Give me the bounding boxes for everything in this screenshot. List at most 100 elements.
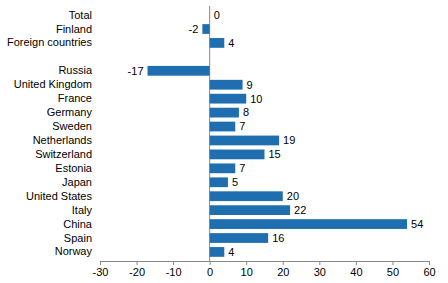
x-axis: -30 -20 -10 0 10 20 30 40 50 60 bbox=[93, 261, 436, 278]
bar bbox=[210, 38, 225, 48]
x-tick-label: 60 bbox=[423, 266, 435, 278]
x-tick: 20 bbox=[277, 261, 289, 278]
x-tick: -30 bbox=[93, 261, 109, 278]
y-tick: United States bbox=[26, 190, 93, 202]
data-label: 54 bbox=[411, 218, 423, 230]
data-label: 7 bbox=[239, 120, 245, 132]
category-label: Spain bbox=[64, 232, 92, 244]
x-tick-mark bbox=[429, 261, 430, 265]
y-tick: France bbox=[58, 92, 92, 104]
data-label: 0 bbox=[214, 9, 220, 21]
y-tick: Spain bbox=[64, 232, 92, 244]
data-label: -2 bbox=[189, 23, 199, 35]
bar bbox=[210, 80, 243, 90]
bar bbox=[210, 205, 290, 215]
x-tick-label: -10 bbox=[166, 266, 182, 278]
category-label: Italy bbox=[72, 204, 93, 216]
x-tick: -10 bbox=[166, 261, 182, 278]
x-tick-label: 10 bbox=[241, 266, 253, 278]
category-label: Estonia bbox=[55, 162, 93, 174]
x-tick-mark bbox=[356, 261, 357, 265]
bar bbox=[148, 66, 210, 76]
category-label: Netherlands bbox=[33, 134, 93, 146]
bar bbox=[210, 136, 279, 146]
x-tick-label: 0 bbox=[207, 266, 213, 278]
data-label: 20 bbox=[287, 190, 299, 202]
chart: -30-20-100102030405060TotalFinlandForeig… bbox=[0, 0, 448, 283]
category-label: Japan bbox=[62, 176, 92, 188]
y-tick: Estonia bbox=[55, 162, 93, 174]
x-tick-mark bbox=[392, 261, 393, 265]
data-label: 10 bbox=[250, 93, 262, 105]
y-tick: Netherlands bbox=[33, 134, 93, 146]
category-label: Total bbox=[69, 9, 92, 21]
y-tick: Foreign countries bbox=[7, 36, 92, 48]
bar bbox=[210, 94, 247, 104]
plot: -30-20-100102030405060TotalFinlandForeig… bbox=[7, 6, 436, 278]
x-tick-label: 40 bbox=[350, 266, 362, 278]
x-tick-mark bbox=[246, 261, 247, 265]
x-tick-mark bbox=[319, 261, 320, 265]
x-tick-label: 50 bbox=[387, 266, 399, 278]
data-label: 4 bbox=[228, 37, 234, 49]
data-label: 4 bbox=[228, 246, 234, 258]
y-tick: Sweden bbox=[52, 120, 92, 132]
y-axis: Total FinlandForeign countries Russia Unite… bbox=[7, 9, 93, 258]
bar bbox=[210, 219, 407, 229]
x-tick: 30 bbox=[314, 261, 326, 278]
data-label: 15 bbox=[269, 148, 281, 160]
bars bbox=[148, 24, 408, 257]
category-label: United Kingdom bbox=[14, 78, 92, 90]
bar bbox=[210, 108, 239, 118]
x-tick-mark bbox=[173, 261, 174, 265]
y-tick: Italy bbox=[72, 204, 93, 216]
x-tick: 50 bbox=[387, 261, 399, 278]
x-axis-line bbox=[101, 262, 430, 266]
y-tick: China bbox=[63, 218, 93, 230]
data-label: 16 bbox=[272, 232, 284, 244]
bar bbox=[210, 233, 268, 243]
bar bbox=[210, 163, 236, 173]
category-label: Russia bbox=[58, 64, 93, 76]
data-label: 5 bbox=[232, 176, 238, 188]
x-tick-mark bbox=[210, 261, 211, 265]
bar bbox=[210, 122, 236, 132]
x-tick-label: -30 bbox=[93, 266, 109, 278]
y-tick: Total bbox=[69, 9, 92, 21]
bar bbox=[210, 191, 283, 201]
y-tick: Switzerland bbox=[35, 148, 92, 160]
x-tick: 60 bbox=[423, 261, 435, 278]
bar bbox=[209, 10, 210, 20]
x-tick-label: -20 bbox=[129, 266, 145, 278]
x-tick: 40 bbox=[350, 261, 362, 278]
category-label: United States bbox=[26, 190, 93, 202]
x-tick-label: 30 bbox=[314, 266, 326, 278]
category-label: France bbox=[58, 92, 92, 104]
category-label: Finland bbox=[56, 23, 92, 35]
x-tick: -20 bbox=[129, 261, 145, 278]
data-label: 19 bbox=[283, 134, 295, 146]
category-label: Sweden bbox=[52, 120, 92, 132]
x-tick-mark bbox=[137, 261, 138, 265]
y-tick: United Kingdom bbox=[14, 78, 92, 90]
x-tick: 10 bbox=[241, 261, 253, 278]
x-tick: 0 bbox=[207, 261, 213, 278]
category-label: Foreign countries bbox=[7, 36, 92, 48]
x-tick-mark bbox=[283, 261, 284, 265]
y-tick: Germany bbox=[47, 106, 93, 118]
data-labels: 0-24-1791087191575202254164 bbox=[128, 9, 424, 258]
y-tick: Norway bbox=[55, 245, 93, 257]
x-tick-label: 20 bbox=[277, 266, 289, 278]
bar bbox=[210, 247, 225, 257]
category-label: Germany bbox=[47, 106, 93, 118]
data-label: 22 bbox=[294, 204, 306, 216]
y-tick: Finland bbox=[56, 23, 92, 35]
category-label: China bbox=[63, 218, 93, 230]
x-tick-mark bbox=[100, 261, 101, 265]
y-tick: Russia bbox=[58, 64, 93, 76]
data-label: 9 bbox=[247, 79, 253, 91]
category-label: Norway bbox=[55, 245, 93, 257]
data-label: 7 bbox=[239, 162, 245, 174]
data-label: 8 bbox=[243, 106, 249, 118]
bar bbox=[202, 24, 209, 34]
